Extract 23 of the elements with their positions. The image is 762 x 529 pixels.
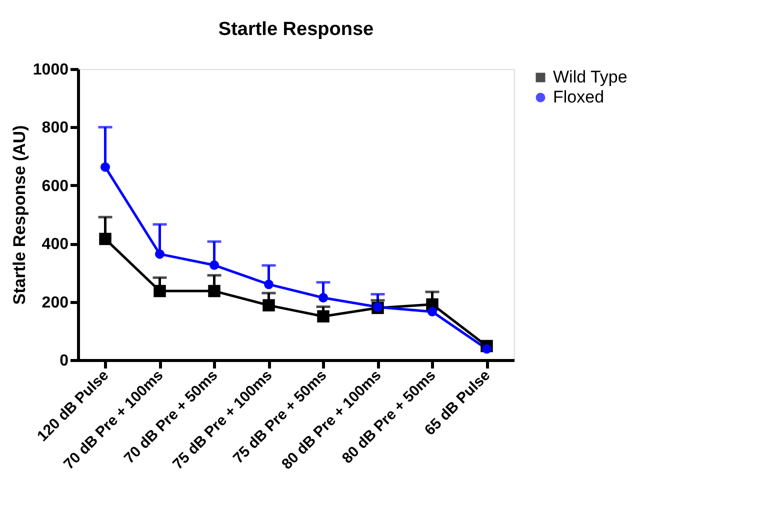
- point: [210, 260, 219, 270]
- y-axis-title: Startle Response (AU): [10, 125, 29, 305]
- point: [154, 284, 166, 298]
- y-tick-label: 200: [42, 294, 69, 312]
- point: [208, 284, 220, 298]
- point: [262, 299, 275, 312]
- point: [373, 302, 382, 312]
- point: [100, 162, 110, 172]
- point: [99, 232, 112, 246]
- y-tick-label: 0: [60, 352, 69, 370]
- y-tick-label: 400: [42, 236, 69, 254]
- point: [318, 292, 328, 302]
- y-tick-label: 800: [42, 120, 69, 137]
- legend-label: Floxed: [553, 88, 604, 106]
- y-tick-label: 1000: [32, 62, 69, 78]
- chart-title: Startle Response: [218, 19, 374, 40]
- point: [317, 310, 330, 322]
- legend-label: Wild Type: [553, 68, 628, 86]
- point: [264, 280, 274, 290]
- point: [155, 249, 164, 259]
- point: [482, 344, 492, 354]
- point: [428, 306, 437, 316]
- y-tick-label: 600: [42, 178, 69, 195]
